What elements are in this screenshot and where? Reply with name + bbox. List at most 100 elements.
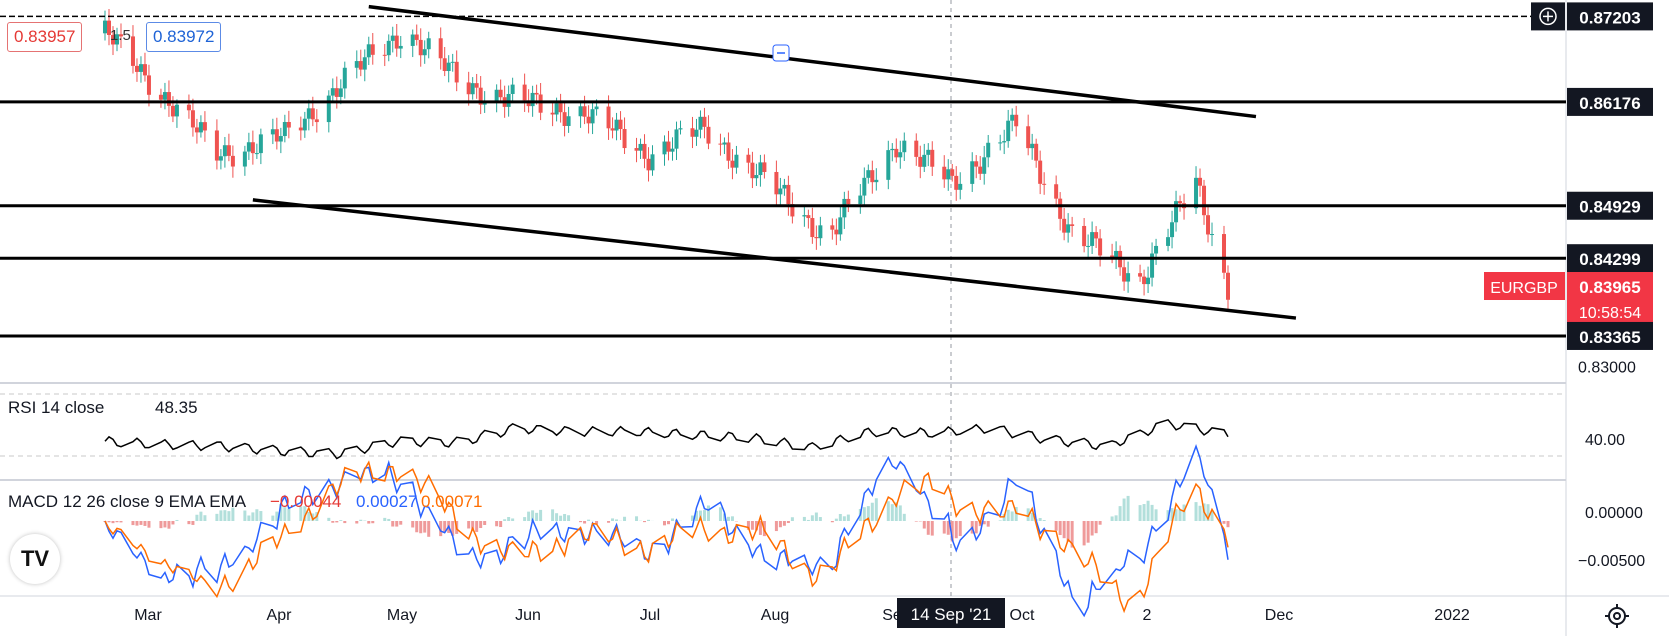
candle: [611, 117, 615, 138]
macd-histogram-bar: [191, 521, 194, 525]
candle: [247, 133, 251, 160]
candle: [139, 56, 143, 82]
candle: [563, 101, 567, 137]
macd-histogram-bar: [663, 521, 666, 525]
macd-histogram-bar: [671, 518, 674, 521]
price-level-label[interactable]: 0.84929: [1567, 192, 1653, 220]
macd-histogram-bar: [395, 521, 398, 527]
candle: [259, 129, 263, 164]
candle: [283, 115, 287, 143]
candle: [391, 27, 395, 53]
candle: [663, 135, 667, 165]
candle: [754, 164, 758, 186]
macd-histogram-bar: [1183, 505, 1186, 521]
candle: [471, 77, 475, 100]
candle: [1070, 217, 1074, 237]
candle: [1010, 108, 1014, 131]
candle: [674, 122, 678, 160]
candle: [251, 131, 255, 165]
candle: [694, 119, 698, 146]
macd-histogram-bar: [411, 521, 414, 527]
candle: [922, 144, 926, 172]
price-level-label[interactable]: 0.86176: [1567, 88, 1653, 116]
macd-histogram-bar: [475, 521, 478, 532]
macd-histogram-bar: [415, 521, 418, 532]
candle: [762, 154, 766, 178]
candle: [307, 100, 311, 131]
macd-histogram-bar: [219, 510, 222, 521]
macd-histogram-bar: [975, 521, 978, 533]
candle: [698, 110, 702, 138]
macd-histogram-bar: [131, 521, 134, 525]
candle: [187, 95, 191, 119]
candle: [802, 205, 806, 226]
macd-histogram-bar: [611, 518, 614, 521]
candle: [1206, 205, 1210, 243]
macd-histogram-bar: [783, 521, 786, 526]
candle: [902, 133, 906, 161]
buy-price-box[interactable]: 0.83972: [146, 22, 221, 52]
candle: [411, 29, 415, 57]
candle: [926, 143, 930, 166]
gear-icon[interactable]: [1605, 604, 1629, 628]
macd-histogram-bar: [819, 517, 822, 521]
candle: [758, 155, 762, 187]
candle: [1058, 192, 1062, 230]
candle: [898, 141, 902, 169]
candle: [227, 134, 231, 161]
price-level-value: 0.87203: [1579, 8, 1640, 27]
macd-histogram-bar: [887, 501, 890, 521]
candle: [818, 217, 822, 246]
candle: [998, 135, 1002, 151]
macd-axis-tick: −0.00500: [1578, 553, 1645, 570]
candle: [287, 111, 291, 138]
candle: [255, 144, 259, 159]
candle: [982, 146, 986, 185]
macd-histogram-bar: [499, 521, 502, 527]
candle: [643, 134, 647, 168]
macd-histogram-bar: [923, 521, 926, 529]
symbol-badge[interactable]: EURGBP: [1484, 272, 1565, 300]
macd-histogram-bar: [527, 512, 530, 521]
candle: [479, 76, 483, 114]
candle: [1066, 213, 1070, 243]
macd-histogram-bar: [1199, 506, 1202, 521]
macd-histogram-bar: [759, 521, 762, 535]
macd-histogram-bar: [511, 518, 514, 521]
macd-histogram-bar: [243, 511, 246, 521]
plus-circle-icon[interactable]: [1531, 2, 1565, 30]
macd-histogram-bar: [355, 521, 358, 524]
price-level-label[interactable]: 0.83365: [1567, 322, 1653, 350]
candle: [587, 105, 591, 133]
candle: [499, 80, 503, 104]
price-level-label[interactable]: 0.84299: [1567, 244, 1653, 272]
macd-histogram-bar: [835, 519, 838, 521]
candle: [371, 33, 375, 65]
macd-histogram-bar: [551, 509, 554, 521]
candle: [1110, 244, 1114, 263]
symbol-badge-text: EURGBP: [1490, 280, 1558, 297]
macd-histogram-bar: [539, 510, 542, 521]
candle: [730, 149, 734, 179]
price-level-label[interactable]: 0.87203: [1567, 2, 1653, 30]
tradingview-logo[interactable]: TV: [10, 534, 60, 584]
candle: [1202, 180, 1206, 225]
macd-histogram-bar: [119, 521, 122, 522]
candle: [1166, 229, 1170, 251]
candle: [439, 27, 443, 69]
macd-histogram-bar: [635, 516, 638, 521]
macd-histogram-bar: [523, 517, 526, 521]
candle: [706, 115, 710, 149]
time-axis-tick: Aug: [761, 607, 789, 624]
candle: [191, 99, 195, 137]
candle: [367, 37, 371, 65]
candle: [551, 102, 555, 126]
macd-histogram-bar: [1155, 509, 1158, 521]
candle: [1038, 151, 1042, 194]
sell-price-box[interactable]: 0.83957: [7, 22, 82, 52]
trendline[interactable]: [369, 7, 1256, 117]
macd-histogram-bar: [567, 515, 570, 521]
